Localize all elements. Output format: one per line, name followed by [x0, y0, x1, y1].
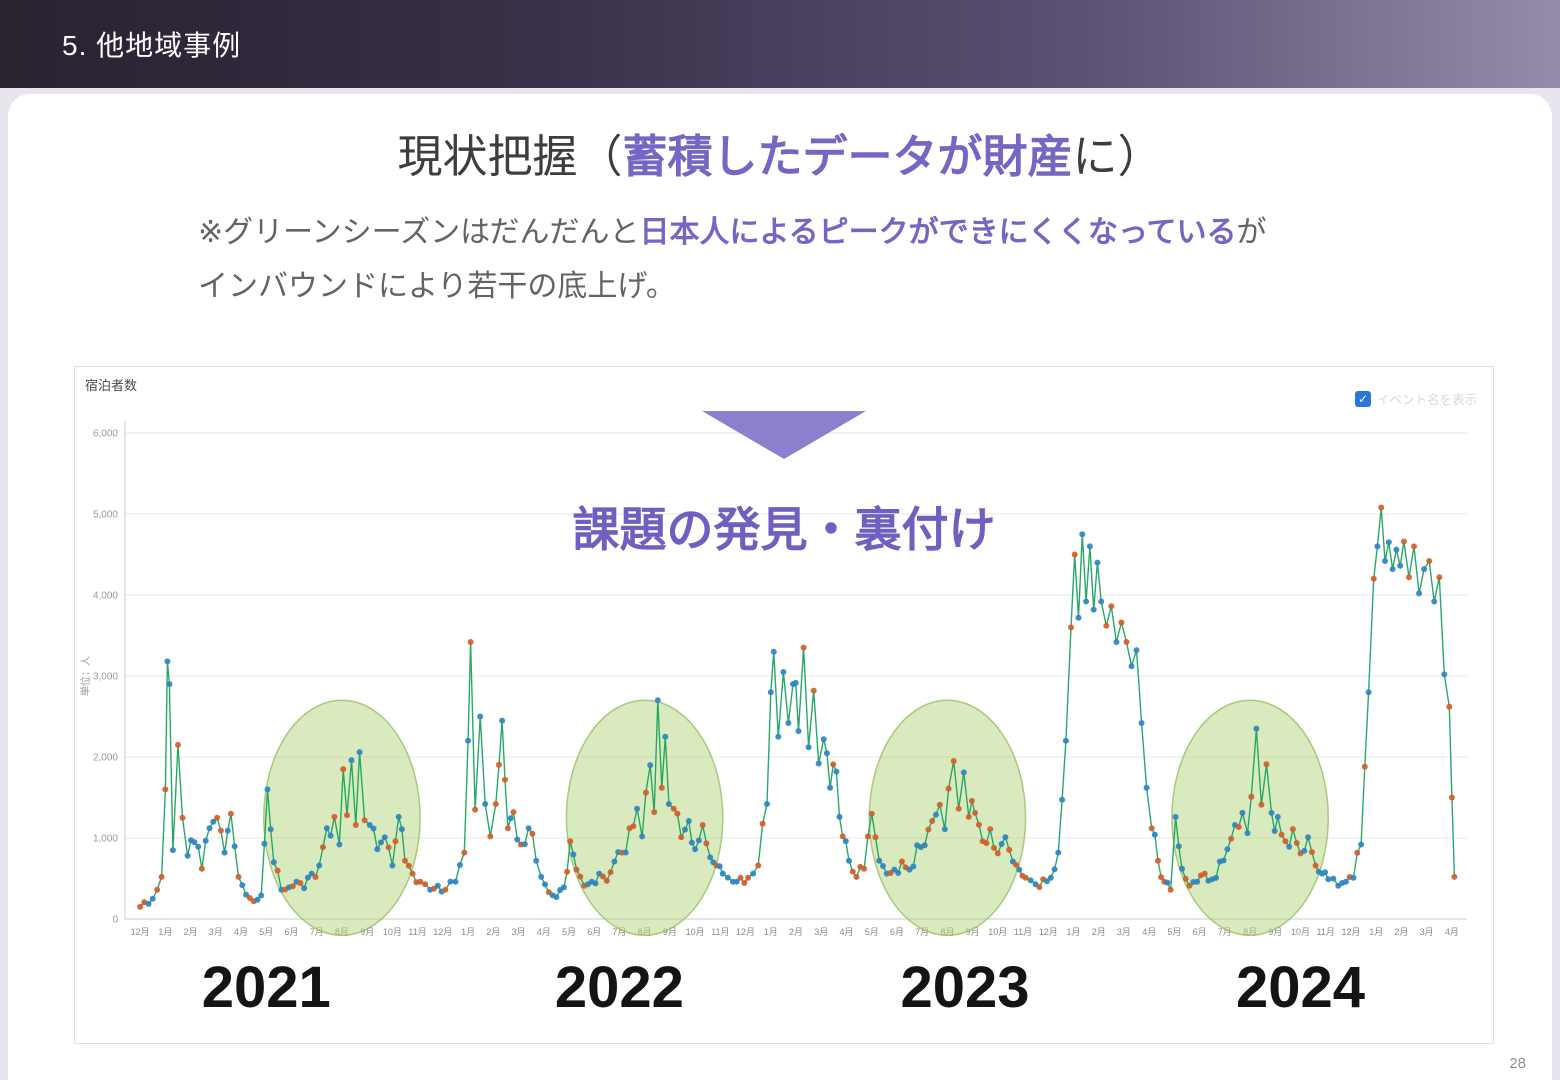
- svg-text:1月: 1月: [764, 927, 778, 937]
- svg-text:9月: 9月: [1268, 927, 1282, 937]
- page-number: 28: [1509, 1055, 1526, 1072]
- svg-text:12月: 12月: [1039, 927, 1058, 937]
- note-line2: インバウンドにより若干の底上げ。: [198, 270, 676, 303]
- svg-text:11月: 11月: [408, 927, 426, 937]
- svg-text:1月: 1月: [461, 927, 475, 937]
- title-highlight: 蓄積したデータが財産: [622, 131, 1073, 182]
- svg-text:9月: 9月: [966, 927, 980, 937]
- svg-text:4月: 4月: [537, 927, 551, 937]
- svg-text:9月: 9月: [663, 927, 677, 937]
- svg-text:7月: 7月: [915, 927, 929, 937]
- note-highlight: 日本人によるピークができにくくなっている: [639, 216, 1237, 249]
- svg-text:1,000: 1,000: [93, 834, 118, 845]
- svg-text:12月: 12月: [1341, 927, 1360, 937]
- checkbox-label: イベント名を表示: [1376, 393, 1477, 407]
- svg-text:2023: 2023: [900, 955, 1029, 1020]
- section-title: 5. 他地域事例: [62, 30, 242, 61]
- svg-text:10月: 10月: [686, 927, 705, 937]
- svg-text:6月: 6月: [890, 927, 904, 937]
- svg-text:7月: 7月: [612, 927, 626, 937]
- chart-title: 宿泊者数: [85, 378, 138, 393]
- svg-text:2月: 2月: [1394, 927, 1408, 937]
- svg-text:10月: 10月: [383, 927, 402, 937]
- svg-text:5,000: 5,000: [93, 510, 118, 521]
- svg-text:0: 0: [112, 915, 118, 926]
- note-text: ※グリーンシーズンはだんだんと日本人によるピークができにくくなっているが インバ…: [198, 206, 1438, 314]
- svg-text:5月: 5月: [562, 927, 576, 937]
- svg-text:5月: 5月: [1167, 927, 1181, 937]
- note-prefix: ※グリーンシーズンはだんだんと: [198, 216, 640, 249]
- svg-text:6,000: 6,000: [93, 429, 118, 440]
- svg-text:6月: 6月: [1193, 927, 1207, 937]
- svg-text:12月: 12月: [131, 927, 150, 937]
- note-suffix: が: [1236, 216, 1267, 249]
- svg-text:5月: 5月: [259, 927, 273, 937]
- svg-text:1月: 1月: [158, 927, 172, 937]
- title-suffix: に）: [1072, 131, 1163, 182]
- svg-text:4月: 4月: [234, 927, 248, 937]
- svg-text:1月: 1月: [1369, 927, 1383, 937]
- timeseries-chart: 0 1,000 2,000 3,000 4,000 5,000 6,000 単位：人 12月 1月…: [79, 421, 1467, 1020]
- content-card: 現状把握（蓄積したデータが財産に） ※グリーンシーズンはだんだんと日本人によるピ…: [8, 94, 1552, 1080]
- svg-text:3月: 3月: [1420, 927, 1434, 937]
- title-prefix: 現状把握（: [397, 131, 623, 182]
- svg-text:7月: 7月: [1218, 927, 1232, 937]
- svg-text:2月: 2月: [184, 927, 198, 937]
- svg-text:11月: 11月: [1317, 927, 1335, 937]
- svg-text:6月: 6月: [587, 927, 601, 937]
- svg-text:2024: 2024: [1236, 955, 1365, 1020]
- svg-text:11月: 11月: [711, 927, 729, 937]
- svg-text:4,000: 4,000: [93, 591, 118, 602]
- svg-text:2,000: 2,000: [93, 753, 118, 764]
- svg-text:1月: 1月: [1066, 927, 1080, 937]
- svg-text:2月: 2月: [486, 927, 500, 937]
- checkbox-checked-icon[interactable]: ✓: [1354, 390, 1371, 407]
- svg-text:6月: 6月: [284, 927, 298, 937]
- svg-text:3月: 3月: [814, 927, 828, 937]
- svg-text:7月: 7月: [310, 927, 324, 937]
- svg-text:4月: 4月: [1445, 927, 1459, 937]
- svg-text:11月: 11月: [1014, 927, 1032, 937]
- svg-text:12月: 12月: [433, 927, 452, 937]
- page-title: 現状把握（蓄積したデータが財産に）: [8, 120, 1552, 185]
- svg-text:12月: 12月: [736, 927, 755, 937]
- svg-text:3月: 3月: [209, 927, 223, 937]
- svg-text:4月: 4月: [1142, 927, 1156, 937]
- callout-text: 課題の発見・裏付け: [572, 503, 996, 556]
- svg-text:9月: 9月: [360, 927, 374, 937]
- svg-text:3月: 3月: [511, 927, 525, 937]
- section-header-bar: 5. 他地域事例: [0, 0, 1560, 88]
- chart-panel: 宿泊者数 ✓ イベント名を表示 0 1,000 2,000 3,000 4,000 5,0…: [74, 366, 1494, 1044]
- svg-text:5月: 5月: [865, 927, 879, 937]
- legend-checkbox[interactable]: ✓ イベント名を表示: [1354, 389, 1477, 408]
- svg-text:10月: 10月: [988, 927, 1007, 937]
- svg-text:2月: 2月: [1092, 927, 1106, 937]
- svg-text:4月: 4月: [839, 927, 853, 937]
- svg-text:2021: 2021: [202, 955, 331, 1020]
- svg-text:10月: 10月: [1291, 927, 1310, 937]
- svg-text:3月: 3月: [1117, 927, 1131, 937]
- svg-text:2022: 2022: [555, 955, 684, 1020]
- svg-text:単位：人: 単位：人: [79, 656, 92, 696]
- down-arrow-icon: [702, 411, 866, 459]
- svg-text:3,000: 3,000: [93, 672, 118, 683]
- svg-text:2月: 2月: [789, 927, 803, 937]
